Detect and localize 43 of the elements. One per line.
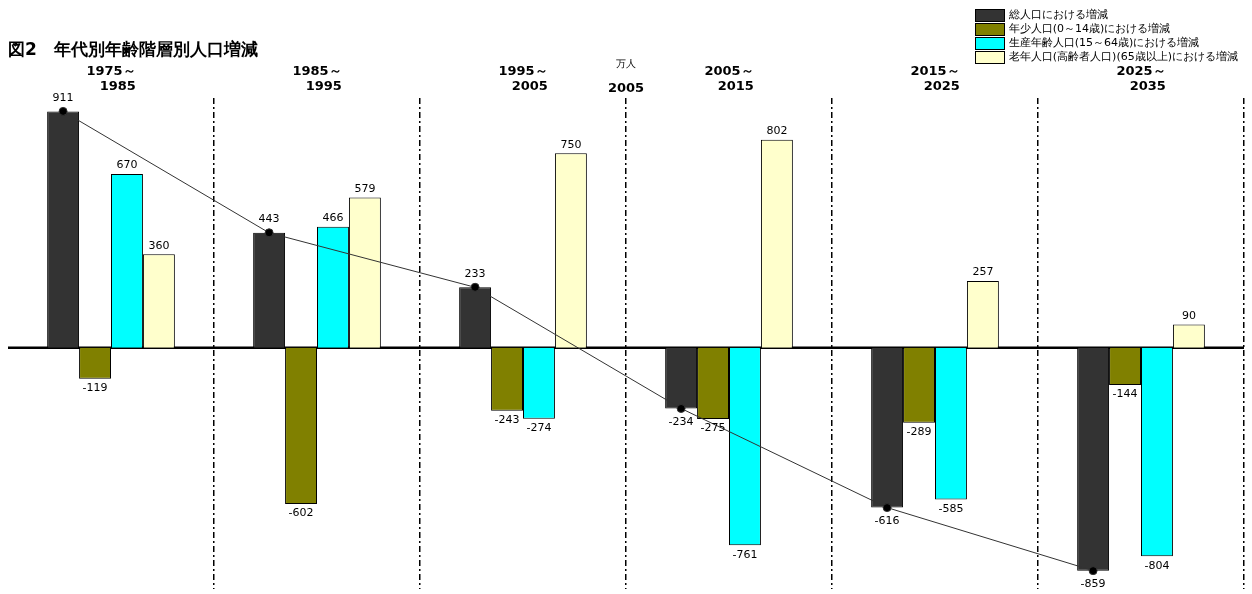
x-tick-label: 1985～1995 bbox=[292, 62, 342, 94]
x-tick-label: 2015～2025 bbox=[910, 62, 960, 94]
point bbox=[470, 282, 480, 292]
data-label: 360 bbox=[148, 238, 170, 252]
chart-title: 図2 年代別年齢階層別人口増減 bbox=[8, 38, 258, 59]
data-label: 466 bbox=[322, 211, 344, 225]
data-label: -243 bbox=[494, 413, 520, 427]
legend-label: 年少人口(0～14歳)における増減 bbox=[1008, 22, 1171, 36]
y-axis-title: 万人 bbox=[616, 58, 636, 70]
x-tick-label: 2025～2035 bbox=[1116, 62, 1166, 94]
point bbox=[58, 106, 68, 116]
legend-label: 老年人口(高齢者人口)(65歳以上)における増減 bbox=[1008, 50, 1238, 64]
data-label: 750 bbox=[560, 137, 582, 151]
data-label: -289 bbox=[906, 425, 932, 439]
data-label: -616 bbox=[874, 513, 900, 527]
data-label: -234 bbox=[668, 414, 694, 428]
data-label: 670 bbox=[116, 158, 138, 172]
data-label: -761 bbox=[732, 547, 758, 561]
point bbox=[676, 403, 686, 413]
data-label: -274 bbox=[526, 421, 552, 435]
data-label: -119 bbox=[82, 380, 108, 394]
x-tick-label: 1995～2005 bbox=[498, 62, 548, 94]
data-label: -859 bbox=[1080, 576, 1106, 590]
data-label: 911 bbox=[52, 90, 74, 104]
legend-label: 生産年齢人口(15～64歳)における増減 bbox=[1008, 36, 1200, 50]
data-label: 443 bbox=[258, 212, 280, 226]
data-label: -602 bbox=[288, 506, 314, 520]
data-label: 233 bbox=[464, 266, 486, 280]
data-label: 579 bbox=[354, 181, 376, 195]
legend-label: 総人口における増減 bbox=[1008, 8, 1108, 22]
data-label: 802 bbox=[766, 124, 788, 138]
data-label: -144 bbox=[1112, 387, 1138, 401]
point bbox=[264, 228, 274, 238]
point bbox=[882, 503, 892, 513]
data-label: -585 bbox=[938, 501, 964, 515]
data-label: -275 bbox=[700, 421, 726, 435]
point bbox=[1088, 566, 1098, 576]
x-tick-label: 1975～1985 bbox=[86, 62, 136, 94]
text: 2005 bbox=[607, 80, 645, 96]
x-tick-label: 2005～2015 bbox=[704, 62, 754, 94]
data-label: -804 bbox=[1144, 558, 1170, 572]
data-label: 257 bbox=[972, 265, 994, 279]
data-label: 90 bbox=[1181, 308, 1196, 322]
